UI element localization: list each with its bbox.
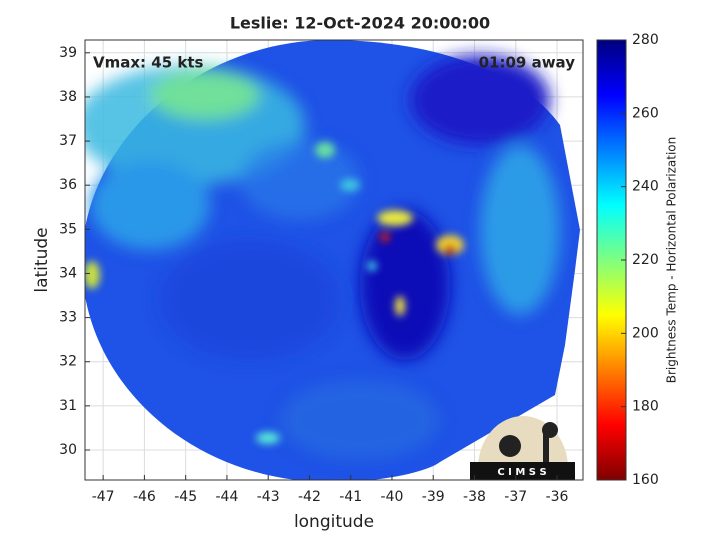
x-tick-label: -39 — [422, 489, 445, 505]
x-tick-label: -42 — [298, 489, 321, 505]
y-tick-label: 37 — [59, 133, 77, 149]
annotation: 01:09 away — [479, 54, 576, 72]
y-tick-label: 36 — [59, 177, 77, 193]
x-tick-label: -41 — [339, 489, 362, 505]
x-tick-label: -36 — [546, 489, 569, 505]
y-tick-label: 39 — [59, 45, 77, 61]
y-tick-label: 34 — [59, 265, 77, 281]
colorbar-tick-label: 240 — [632, 179, 659, 195]
imagery: C I M S S — [85, 40, 580, 480]
colorbar-tick-label: 180 — [632, 399, 659, 415]
y-tick-label: 38 — [59, 89, 77, 105]
colorbar-tick-label: 260 — [632, 105, 659, 121]
x-tick-label: -46 — [133, 489, 156, 505]
x-tick-label: -37 — [504, 489, 527, 505]
colorbar-label: Brightness Temp - Horizontal Polarizatio… — [665, 137, 679, 384]
colorbar-tick-label: 160 — [632, 472, 659, 488]
colorbar-tick-label: 200 — [632, 325, 659, 341]
x-tick-label: -44 — [215, 489, 238, 505]
y-tick-label: 31 — [59, 398, 77, 414]
logo-text: C I M S S — [497, 467, 546, 478]
y-tick-label: 33 — [59, 310, 77, 326]
x-tick-label: -40 — [381, 489, 404, 505]
colorbar-tick-label: 280 — [632, 32, 659, 48]
swath-texture — [85, 55, 560, 460]
plot-frame — [84, 39, 584, 481]
x-tick-label: -45 — [174, 489, 197, 505]
y-tick-label: 32 — [59, 354, 77, 370]
x-tick-label: -47 — [92, 489, 115, 505]
chart-title: Leslie: 12-Oct-2024 20:00:00 — [230, 14, 490, 33]
annotation: Vmax: 45 kts — [93, 54, 203, 72]
y-tick-label: 30 — [59, 442, 77, 458]
y-axis-label: latitude — [32, 227, 52, 292]
y-tick-label: 35 — [59, 221, 77, 237]
logo: C I M S S — [470, 416, 575, 480]
colorbar-tick-label: 220 — [632, 252, 659, 268]
x-tick-label: -43 — [257, 489, 280, 505]
hot-spots — [85, 142, 464, 444]
x-axis-label: longitude — [294, 512, 374, 532]
x-tick-label: -38 — [463, 489, 486, 505]
